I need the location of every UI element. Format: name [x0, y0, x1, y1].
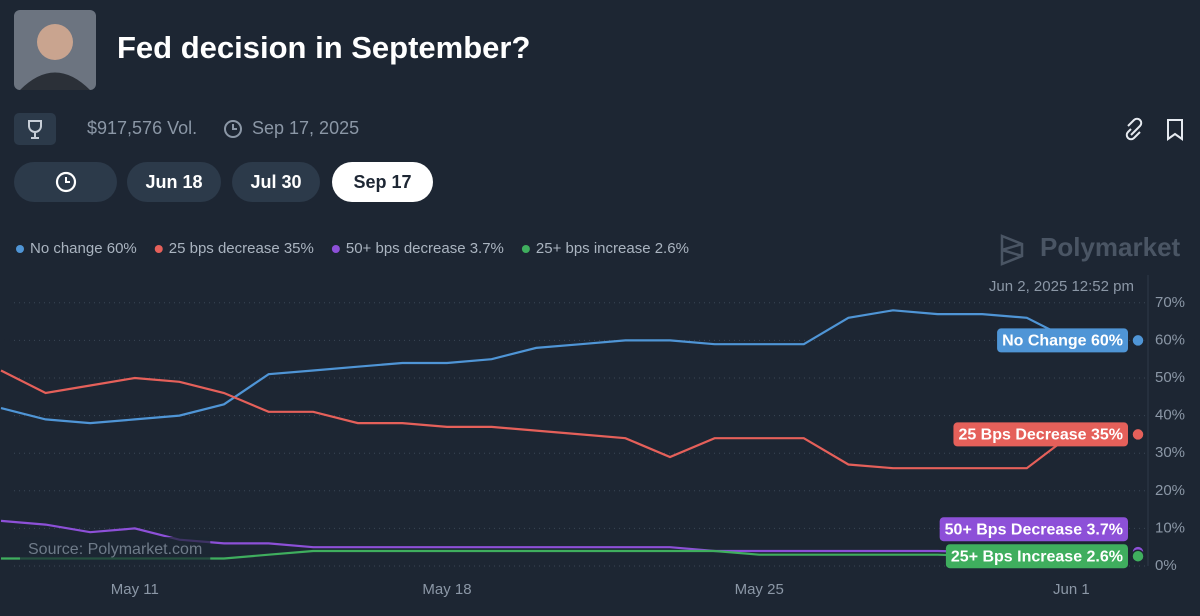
x-tick-label: May 18: [422, 581, 471, 598]
title: Fed decision in September?: [117, 30, 530, 65]
legend-label: No change 60%: [30, 240, 137, 257]
end-label: 50+ Bps Decrease 3.7%: [945, 521, 1123, 538]
tab[interactable]: [127, 162, 221, 202]
legend-label: 25+ bps increase 2.6%: [536, 240, 689, 257]
clock-icon: [224, 120, 242, 138]
y-tick-label: 50%: [1155, 369, 1185, 386]
end-label: No Change 60%: [1002, 333, 1123, 350]
history-hands: [65, 177, 70, 183]
chart: 0% 10% 20% 30% 40% 50% 60% 70% May 11 May 18 May 2…: [0, 240, 1185, 598]
legend-dot: [154, 245, 163, 253]
end-badge: [945, 544, 1128, 569]
trophy-icon: [28, 120, 42, 139]
tab-label: Sep 17: [353, 172, 411, 192]
trophy-button[interactable]: [14, 113, 56, 145]
legend-dot: [16, 245, 24, 253]
volume: $917,576 Vol.: [87, 118, 197, 138]
brand-logo: [1000, 234, 1024, 266]
y-tick-label: 60%: [1155, 331, 1185, 348]
tab-label: Jul 30: [250, 172, 301, 192]
series-line: [0, 369, 1073, 470]
end-badge: [953, 422, 1128, 447]
y-tick-label: 30%: [1155, 444, 1185, 461]
link-button[interactable]: [1125, 117, 1143, 141]
y-tick-label: 40%: [1155, 407, 1185, 424]
x-tick-label: May 25: [735, 581, 784, 598]
avatar-suit: [20, 72, 90, 90]
end-badge: [997, 328, 1128, 353]
y-tick-label: 70%: [1155, 294, 1185, 311]
avatar-face: [37, 24, 73, 60]
legend-label: 25 bps decrease 35%: [169, 240, 314, 257]
source-background: [20, 537, 211, 563]
y-tick-label: 20%: [1155, 482, 1185, 499]
x-tick-label: May 11: [111, 581, 159, 598]
end-label: 25 Bps Decrease 35%: [958, 427, 1123, 444]
brand: Polymarket: [1040, 232, 1181, 262]
tab[interactable]: [232, 162, 320, 202]
history-icon: [55, 171, 77, 193]
timestamp: Jun 2, 2025 12:52 pm: [989, 278, 1134, 295]
end-dot: [1131, 333, 1145, 348]
end-dot: [1131, 549, 1145, 563]
end-label: 25+ Bps Increase 2.6%: [951, 548, 1123, 565]
tab-label: Jun 18: [145, 172, 202, 192]
y-tick-label: 10%: [1155, 519, 1185, 536]
x-tick-label: Jun 1: [1053, 581, 1090, 598]
y-tick-label: 0%: [1155, 557, 1177, 574]
end-dot: [1131, 427, 1145, 442]
legend-dot: [331, 245, 340, 253]
tabs: Jun 18 Jul 30 Sep 17: [127, 162, 433, 202]
link-icon: [1125, 117, 1143, 141]
clock-hands: [232, 124, 237, 130]
legend-label: 50+ bps decrease 3.7%: [346, 240, 504, 257]
tab[interactable]: [332, 162, 433, 202]
end-badge: [939, 517, 1128, 542]
end-date: Sep 17, 2025: [252, 118, 359, 138]
legend-dot: [521, 245, 530, 253]
source: Source: Polymarket.com: [28, 541, 202, 558]
series-line: [0, 309, 1072, 425]
bookmark-button[interactable]: [1167, 119, 1183, 141]
